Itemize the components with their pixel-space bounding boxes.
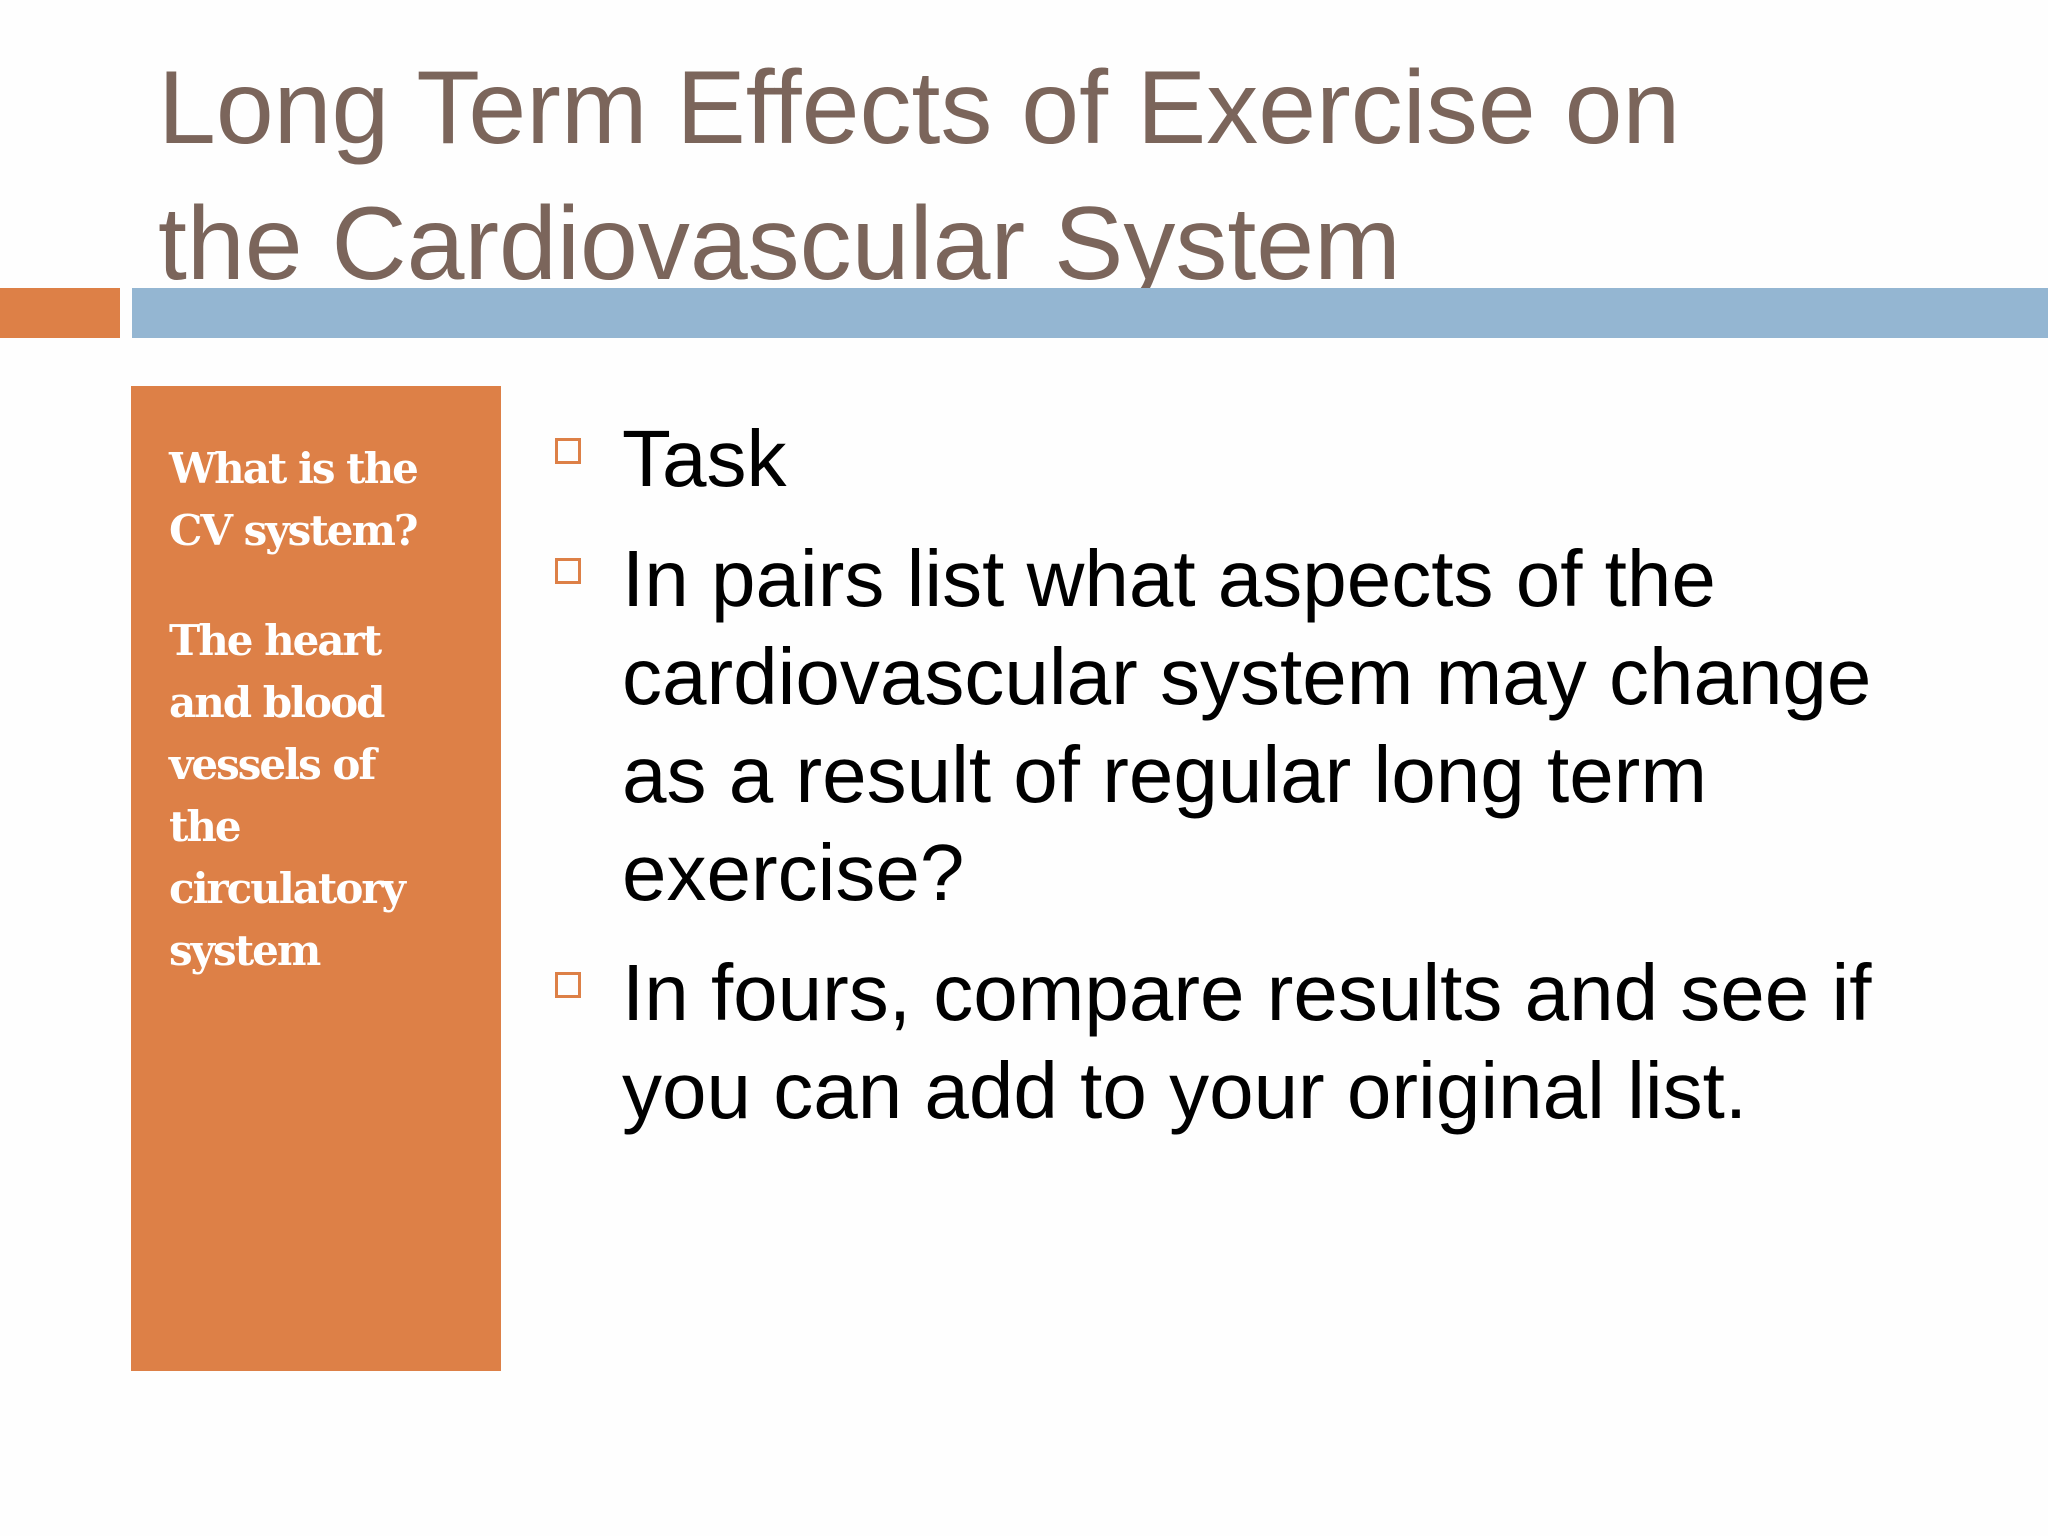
bullet-line: cardiovascular system may change [622,632,1872,721]
side-panel: What is the CV system? The heart and blo… [131,386,501,1371]
accent-bar-blue [132,288,2048,338]
bullet-text: In fours, compare results and see if you… [622,944,2015,1140]
side-panel-answer: The heart and blood vessels of the circu… [169,610,489,982]
side-panel-text: What is the CV system? The heart and blo… [169,438,489,1030]
side-panel-line: CV system? [169,506,419,555]
side-panel-line: and blood [169,678,385,727]
slide-title-line: Long Term Effects of Exercise on [158,50,1681,166]
bullet-item-fours: In fours, compare results and see if you… [555,944,2015,1140]
bullet-item-task: Task [555,410,2015,508]
accent-bar-orange [0,288,120,338]
side-panel-line: circulatory [169,864,406,913]
side-panel-line: the [169,802,242,851]
hollow-square-icon [555,438,581,464]
slide-title: Long Term Effects of Exercise on the Car… [158,40,2008,312]
side-panel-line: What is the [169,444,419,493]
slide-title-line: the Cardiovascular System [158,186,1401,302]
bullet-line: In fours, compare results and see if [622,948,1872,1037]
bullet-line: exercise? [622,828,965,917]
side-panel-line: vessels of [169,740,376,789]
side-panel-question: What is the CV system? [169,438,489,562]
bullet-line: In pairs list what aspects of the [622,534,1716,623]
bullet-item-pairs: In pairs list what aspects of the cardio… [555,530,2015,922]
bullet-line: you can add to your original list. [622,1046,1748,1135]
bullet-list: Task In pairs list what aspects of the c… [555,410,2015,1162]
side-panel-line: The heart [169,616,382,665]
bullet-text: Task [622,410,2015,508]
hollow-square-icon [555,558,581,584]
hollow-square-icon [555,972,581,998]
side-panel-line: system [169,926,321,975]
bullet-text: In pairs list what aspects of the cardio… [622,530,2015,922]
bullet-line: as a result of regular long term [622,730,1707,819]
bullet-line: Task [622,414,787,503]
